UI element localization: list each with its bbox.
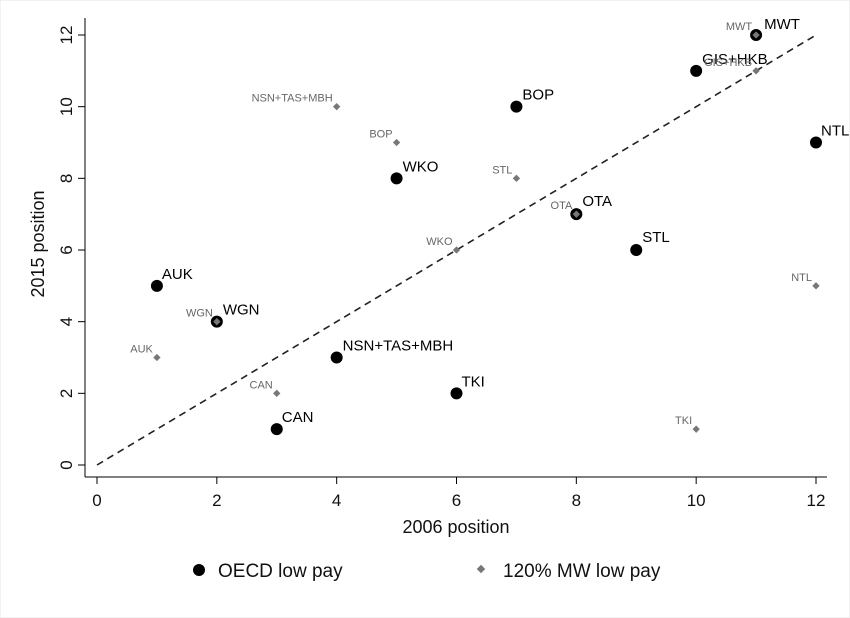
mw-point-label: NSN+TAS+MBH bbox=[252, 93, 333, 105]
oecd-point-bop bbox=[510, 100, 523, 113]
x-tick-label: 10 bbox=[687, 491, 706, 510]
legend: OECD low pay 120% MW low pay bbox=[193, 561, 661, 582]
oecd-point-auk bbox=[150, 279, 163, 292]
mw-point-label: CAN bbox=[250, 379, 273, 391]
legend-oecd-marker bbox=[193, 564, 205, 576]
y-tick-label: 12 bbox=[57, 26, 76, 45]
oecd-point-label: OTA bbox=[582, 193, 612, 210]
mw-point-tki bbox=[692, 425, 700, 433]
x-tick-label: 0 bbox=[92, 491, 101, 510]
y-axis-title: 2015 position bbox=[28, 190, 48, 297]
oecd-point-label: TKI bbox=[462, 373, 485, 390]
legend-oecd-label: OECD low pay bbox=[218, 561, 343, 582]
oecd-point-label: AUK bbox=[162, 266, 193, 283]
mw-point-ota bbox=[572, 210, 581, 218]
oecd-point-wko bbox=[390, 172, 403, 185]
oecd-point-stl bbox=[630, 244, 643, 256]
mw-point-label: STL bbox=[492, 164, 512, 176]
mw-point-bop bbox=[392, 138, 401, 147]
x-tick-label: 8 bbox=[572, 491, 581, 510]
mw-point-label: OTA bbox=[551, 200, 573, 212]
oecd-point-nsn-tas-mbh bbox=[330, 351, 343, 364]
oecd-point-ntl bbox=[810, 136, 822, 149]
mw-point-wko bbox=[452, 246, 461, 254]
oecd-point-label: NTL bbox=[821, 123, 849, 140]
legend-mw-marker bbox=[476, 564, 486, 574]
mw-point-label: WKO bbox=[426, 236, 453, 248]
mw-point-label: MWT bbox=[726, 21, 753, 33]
x-tick-label: 4 bbox=[332, 491, 341, 510]
mw-point-label: AUK bbox=[130, 344, 153, 356]
oecd-point-label: MWT bbox=[764, 16, 800, 33]
y-tick-label: 6 bbox=[57, 245, 76, 254]
mw-point-wgn bbox=[213, 317, 221, 326]
x-axis-title: 2006 position bbox=[402, 517, 509, 537]
oecd-point-label: NSN+TAS+MBH bbox=[343, 338, 454, 355]
mw-point-label: NTL bbox=[791, 272, 812, 284]
reference-line bbox=[96, 34, 817, 466]
mw-point-ntl bbox=[812, 282, 820, 290]
axes: 2006 position 2015 position bbox=[28, 190, 510, 537]
mw-point-stl bbox=[512, 174, 521, 183]
x-tick-label: 12 bbox=[807, 491, 826, 510]
oecd-point-gis-hkb bbox=[690, 64, 703, 77]
oecd-point-label: WGN bbox=[223, 302, 260, 319]
y-tick-label: 4 bbox=[57, 317, 76, 326]
legend-mw-label: 120% MW low pay bbox=[503, 561, 661, 582]
oecd-point-can bbox=[270, 423, 283, 436]
mw-point-label: GIS+HKB bbox=[704, 57, 752, 69]
plot-area: 0 2 4 6 8 10 12 0 2 4 6 8 10 12 MWT GIS+HKB BOP NTL WKO OTA… bbox=[57, 16, 849, 510]
y-tick-label: 8 bbox=[57, 174, 76, 183]
oecd-point-label: BOP bbox=[522, 87, 554, 104]
oecd-point-label: CAN bbox=[282, 409, 314, 426]
mw-point-label: BOP bbox=[369, 129, 392, 141]
y-tick-label: 0 bbox=[57, 460, 76, 469]
y-tick-label: 10 bbox=[57, 97, 76, 116]
mw-point-label: TKI bbox=[675, 415, 692, 427]
y-tick-label: 2 bbox=[57, 389, 76, 398]
mw-point-auk bbox=[153, 353, 161, 362]
oecd-point-label: STL bbox=[642, 229, 670, 246]
mw-point-label: WGN bbox=[186, 308, 213, 320]
oecd-point-label: GIS+HKB bbox=[702, 51, 767, 68]
x-tick-label: 2 bbox=[212, 491, 221, 510]
oecd-point-tki bbox=[450, 387, 463, 400]
mw-point-gis-hkb bbox=[752, 67, 760, 75]
x-tick-label: 6 bbox=[452, 491, 461, 510]
mw-point-can bbox=[273, 389, 281, 398]
oecd-point-label: WKO bbox=[403, 158, 439, 175]
